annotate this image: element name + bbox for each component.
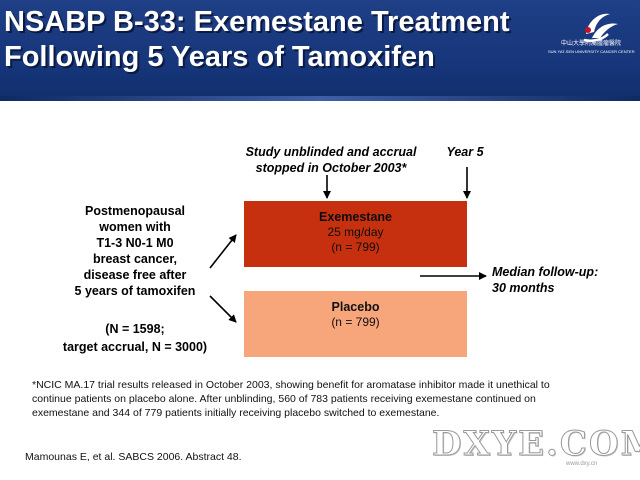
population-line: women with xyxy=(99,220,171,234)
arrow-to-placebo xyxy=(209,295,237,323)
placebo-arm-title: Placebo xyxy=(331,300,380,314)
exemestane-arm-box: Exemestane 25 mg/day (n = 799) xyxy=(244,201,467,267)
logo-subtitle: SUN YAT-SEN UNIVERSITY CANCER CENTER xyxy=(548,49,635,54)
enrollment-line: target accrual, N = 3000) xyxy=(62,340,208,354)
exemestane-arm-title: Exemestane xyxy=(319,210,392,224)
median-follow-up-line: Median follow-up: xyxy=(492,265,599,279)
site-watermark: DXYE.COM xyxy=(431,424,640,464)
slide-title-line-2: Following 5 Years of Tamoxifen xyxy=(4,41,435,73)
arrow-to-exemestane xyxy=(209,234,237,269)
population-line: 5 years of tamoxifen xyxy=(74,284,196,298)
unblinding-note-line: stopped in October 2003* xyxy=(255,161,407,175)
exemestane-arm-n: (n = 799) xyxy=(331,240,380,254)
year-5-label: Year 5 xyxy=(446,145,484,159)
enrollment-numbers: (N = 1598; target accrual, N = 3000) xyxy=(40,320,230,356)
site-watermark-url: www.dxy.cn xyxy=(566,461,598,467)
exemestane-arm-dose: 25 mg/day xyxy=(327,225,384,239)
median-follow-up: Median follow-up: 30 months xyxy=(492,264,598,296)
unblinding-note-line: Study unblinded and accrual xyxy=(245,145,417,159)
population-line: disease free after xyxy=(83,268,187,282)
placebo-arm-n: (n = 799) xyxy=(331,315,380,329)
reference-citation: Mamounas E, et al. SABCS 2006. Abstract … xyxy=(25,451,242,463)
placebo-arm-box: Placebo (n = 799) xyxy=(244,291,467,357)
university-logo-icon xyxy=(583,13,618,42)
population-line: breast cancer, xyxy=(92,252,178,266)
median-follow-up-line: 30 months xyxy=(492,281,555,295)
population-description: Postmenopausal women with T1-3 N0-1 M0 b… xyxy=(40,203,230,299)
title-banner xyxy=(0,0,640,96)
population-line: Postmenopausal xyxy=(84,204,186,218)
footnote: *NCIC MA.17 trial results released in Oc… xyxy=(32,379,550,419)
slide-title-line-1: NSABP B-33: Exemestane Treatment xyxy=(4,6,510,38)
enrollment-line: (N = 1598; xyxy=(105,322,165,336)
logo-name: 中山大學附屬腫瘤醫院 xyxy=(560,41,621,47)
population-line: T1-3 N0-1 M0 xyxy=(96,236,174,250)
title-banner-stripe xyxy=(0,96,640,101)
unblinding-note: Study unblinded and accrual stopped in O… xyxy=(226,144,436,176)
